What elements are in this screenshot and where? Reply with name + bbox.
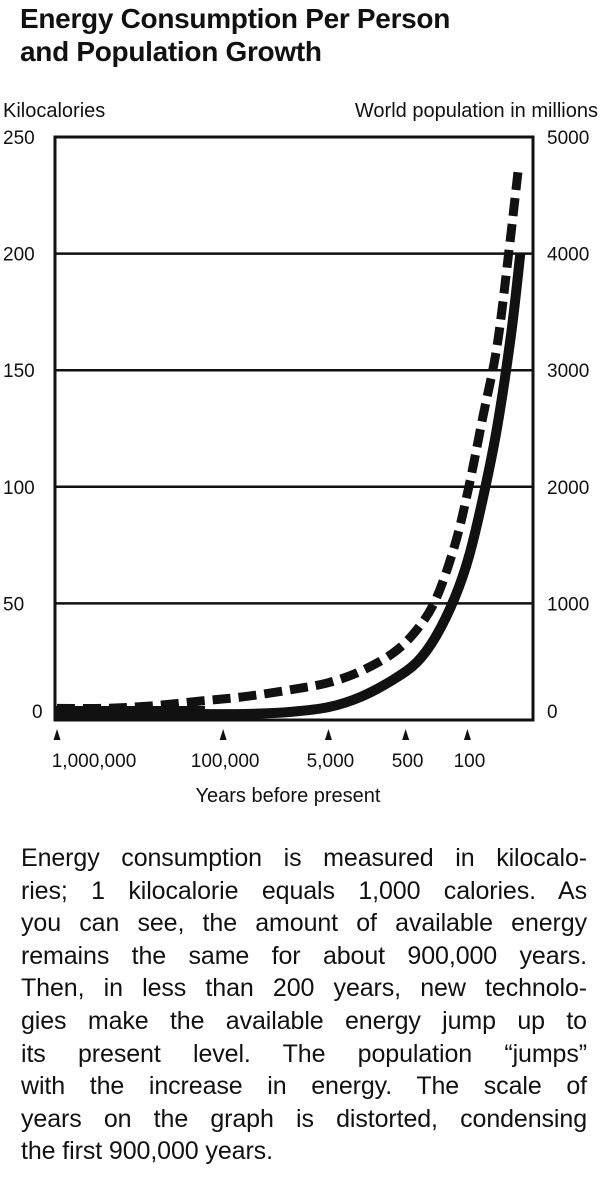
y-axis-label-right: World population in millions — [354, 100, 598, 122]
y-tick-label-left: 50 — [3, 594, 24, 615]
x-tick-marker — [53, 729, 61, 740]
caption-line: the first 900,000 years. — [21, 1137, 273, 1166]
y-tick-label-left: 100 — [3, 478, 35, 499]
y-ticks-left: 0 50 100 150 200 250 — [3, 128, 43, 723]
y-tick-label-left: 200 — [3, 245, 35, 266]
chart-title-line: and Population Growth — [20, 36, 322, 67]
x-tick-marker — [324, 729, 332, 740]
caption-line: its present level. The population “jumps… — [21, 1039, 587, 1068]
caption-line: Energy consumption is measured in kiloca… — [21, 844, 587, 872]
x-tick-label: 500 — [392, 751, 424, 772]
x-tick-label: 100,000 — [191, 751, 260, 772]
caption-line: gies make the available energy jump up t… — [21, 1006, 587, 1035]
caption: Energy consumption is measured in kiloca… — [21, 842, 587, 1168]
x-tick-marker — [402, 729, 410, 740]
y-tick-label-right: 1000 — [547, 594, 589, 615]
y-tick-label-right: 5000 — [547, 128, 589, 149]
chart-plot: 0 50 100 150 200 250 0 1000 2000 3000 4000 5000 1,… — [3, 128, 589, 807]
caption-line: with the increase in energy. The scale o… — [21, 1072, 587, 1101]
gridlines — [55, 252, 533, 605]
series-population-solid-line — [57, 253, 526, 720]
x-ticks: 1,000,000 100,000 5,000 500 100 — [52, 729, 486, 772]
y-ticks-right: 0 1000 2000 3000 4000 5000 — [547, 128, 589, 723]
caption-line: remains the same for about 900,000 years… — [21, 941, 587, 970]
series-energy-dashed-line — [56, 171, 523, 714]
caption-line: Then, in less than 200 years, new techno… — [21, 974, 587, 1003]
y-tick-label-left: 0 — [32, 702, 43, 723]
y-tick-label-right: 4000 — [547, 245, 589, 266]
x-tick-marker — [463, 729, 471, 740]
y-axis-label-left: Kilocalories — [3, 100, 106, 122]
chart-title: Energy Consumption Per Person and Populat… — [20, 2, 560, 68]
y-tick-label-left: 250 — [3, 128, 35, 149]
x-tick-marker — [219, 729, 227, 740]
y-tick-label-left: 150 — [3, 361, 35, 382]
caption-line: years on the graph is distorted, condens… — [21, 1104, 587, 1133]
x-axis-label: Years before present — [196, 785, 381, 807]
y-tick-label-right: 3000 — [547, 361, 589, 382]
y-tick-label-right: 0 — [547, 702, 558, 723]
y-tick-label-right: 2000 — [547, 478, 589, 499]
x-tick-label: 5,000 — [307, 751, 355, 772]
x-tick-label: 1,000,000 — [52, 751, 137, 772]
x-tick-label: 100 — [454, 751, 486, 772]
caption-line: you can see, the amount of available ene… — [21, 909, 587, 938]
caption-line: ries; 1 kilocalorie equals 1,000 calorie… — [21, 876, 587, 905]
series-layer — [55, 171, 526, 720]
plot-frame — [53, 135, 535, 722]
chart-title-line: Energy Consumption Per Person — [20, 3, 451, 34]
chart-title-text: Energy Consumption Per Person and Populat… — [20, 2, 560, 68]
